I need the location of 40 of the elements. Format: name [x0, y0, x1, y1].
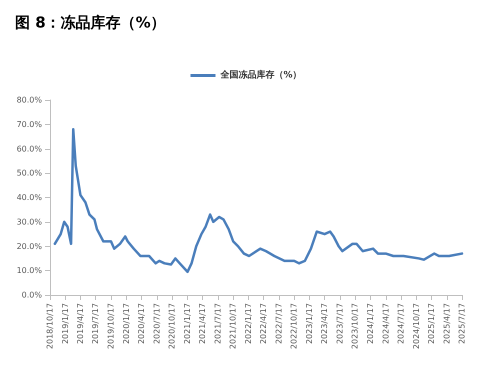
line-series: [54, 128, 464, 274]
legend-label: 全国冻品库存（%）: [219, 70, 302, 80]
x-tick-label: 2024/7/17: [396, 303, 406, 344]
y-tick-label: 0.0%: [22, 290, 42, 300]
x-tick-label: 2022/10/17: [290, 303, 299, 350]
y-tick-label: 10.0%: [16, 266, 42, 276]
x-tick-label: 2020/10/17: [168, 303, 177, 350]
x-tick-label: 2024/4/17: [381, 303, 390, 344]
x-tick-label: 2025/7/17: [458, 303, 466, 344]
x-tick-label: 2020/4/17: [137, 303, 146, 344]
x-tick-label: 2019/7/17: [91, 303, 100, 344]
y-tick-label: 40.0%: [16, 193, 42, 202]
x-tick-label: 2019/10/17: [106, 303, 116, 350]
x-tick-label: 2019/4/17: [76, 303, 85, 344]
x-tick-label: 2018/10/17: [46, 303, 54, 350]
x-tick-label: 2023/10/17: [350, 303, 360, 350]
x-tick-label: 2022/4/17: [259, 303, 268, 344]
y-tick-label: 50.0%: [16, 168, 42, 178]
x-tick-label: 2019/1/17: [60, 303, 70, 344]
y-tick-label: 60.0%: [16, 144, 42, 154]
x-tick-label: 2025/1/17: [427, 303, 436, 344]
x-tick-label: 2023/4/17: [320, 303, 330, 344]
x-tick-label: 2024/10/17: [412, 303, 421, 350]
x-tick-label: 2023/7/17: [335, 303, 344, 344]
x-tick-label: 2025/4/17: [442, 303, 452, 344]
x-tick-label: 2024/1/17: [366, 303, 376, 344]
x-tick-label: 2021/1/17: [183, 303, 192, 344]
y-tick-label: 80.0%: [16, 96, 42, 104]
x-tick-label: 2022/1/17: [244, 303, 254, 344]
x-tick-label: 2020/7/17: [152, 303, 162, 344]
y-tick-label: 70.0%: [16, 120, 42, 129]
chart-title: 图 8：冻品库存（%）: [15, 14, 166, 32]
x-tick-label: 2023/1/17: [305, 303, 314, 344]
y-tick-label: 20.0%: [16, 242, 42, 251]
y-tick-label: 30.0%: [16, 217, 42, 226]
x-tick-label: 2022/7/17: [274, 303, 284, 344]
x-tick-label: 2021/10/17: [228, 303, 238, 350]
x-tick-label: 2021/7/17: [213, 303, 222, 344]
x-tick-label: 2020/1/17: [122, 303, 131, 344]
x-tick-label: 2021/4/17: [198, 303, 208, 344]
